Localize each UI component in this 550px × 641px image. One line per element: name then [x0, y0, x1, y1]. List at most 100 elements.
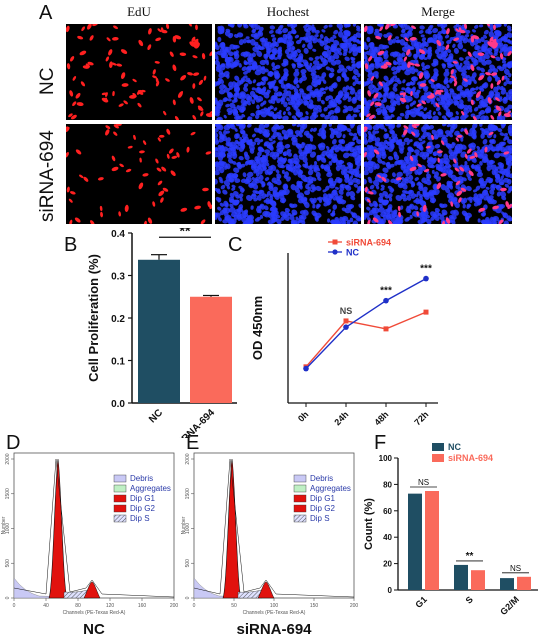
x-tick-label: 72h: [412, 409, 430, 427]
legend-label: NC: [346, 248, 359, 258]
data-point: [343, 318, 349, 324]
legend-label: Dip S: [310, 514, 330, 523]
micrograph-nc-hoechst: [215, 24, 361, 120]
y-tick-label: 1000: [5, 523, 11, 534]
x-axis-label: Channels (PE-Texas Red-A): [243, 610, 306, 616]
micrograph-nc-edu: [66, 24, 212, 120]
panel-a-letter: A: [39, 2, 53, 24]
panel-caption: NC: [83, 621, 105, 638]
data-point: [303, 365, 309, 372]
significance-label: NS: [418, 478, 429, 487]
g2-peak: [83, 581, 101, 599]
legend-swatch: [293, 484, 307, 493]
nuclei-group: [66, 24, 212, 120]
panel-f-letter: F: [374, 432, 387, 454]
histogram-trace: [193, 458, 355, 598]
y-tick-label: 1000: [185, 523, 191, 534]
bar-s-nc: [454, 564, 468, 590]
bar-g2m-sirna: [517, 576, 531, 590]
y-tick-label: 0.0: [111, 399, 125, 410]
x-tick-label: 100: [270, 603, 279, 609]
y-tick-label: 2000: [5, 453, 11, 464]
x-tick-label: 0: [13, 603, 16, 609]
x-tick-label: NC: [147, 407, 165, 425]
bar-g1-nc: [408, 493, 422, 590]
col-title-hoechst: Hochest: [266, 4, 310, 19]
legend-swatch: [113, 474, 127, 483]
legend-label: Debris: [130, 474, 153, 483]
legend-swatch: [293, 504, 307, 513]
y-tick-label: 0: [5, 596, 11, 599]
y-tick-label: 0.3: [111, 272, 125, 283]
series-line-nc: [305, 277, 427, 370]
y-axis-label: Number: [181, 516, 187, 534]
legend-label: Debris: [310, 474, 333, 483]
x-tick-label: 200: [350, 603, 359, 609]
col-title-edu: EdU: [127, 4, 151, 19]
row-label-nc: NC: [37, 67, 58, 95]
nuclei-group: [215, 124, 361, 224]
x-tick-label: 40: [43, 603, 49, 609]
legend-swatch: [432, 443, 444, 451]
panel-b-letter: B: [64, 234, 78, 256]
nuclei-group: [215, 24, 361, 120]
data-point: [343, 324, 349, 330]
y-tick-label: 60: [383, 507, 392, 516]
bar-g2m-nc: [500, 578, 514, 590]
y-tick-label: 1500: [5, 488, 11, 499]
y-tick-label: 40: [383, 533, 392, 542]
micrograph-sirna-merge: [364, 124, 512, 224]
y-tick-label: 0.1: [111, 357, 125, 368]
y-tick-label: 500: [185, 559, 191, 568]
x-tick-label: S: [464, 594, 475, 605]
legend-label: NC: [448, 442, 461, 452]
y-tick-label: 100: [379, 454, 393, 463]
significance-label: NS: [510, 564, 521, 573]
y-tick-label: 0: [388, 586, 393, 595]
data-point: [383, 297, 389, 304]
legend-label: Dip G2: [130, 504, 155, 513]
legend-swatch: [293, 514, 307, 523]
legend-label: siRNA-694: [448, 453, 493, 463]
y-tick-label: 20: [383, 560, 392, 569]
x-tick-label: G2/M: [498, 594, 521, 617]
data-point: [423, 275, 429, 282]
y-tick-label: 0: [185, 596, 191, 599]
x-tick-label: 80: [75, 603, 81, 609]
legend-label: Dip G1: [130, 494, 155, 503]
micrograph-nc-merge: [364, 24, 512, 120]
x-axis-label: Channels (PE-Texas Red-A): [63, 610, 126, 616]
x-tick-label: 50: [231, 603, 237, 609]
significance-label: NS: [340, 306, 353, 316]
chart-b: 0.00.10.20.30.4NC siRNA-694**Cell Prolife…: [86, 228, 237, 438]
significance-label: **: [466, 551, 474, 562]
legend-label: Dip S: [130, 514, 150, 523]
micrograph-sirna-edu: [66, 124, 212, 224]
x-tick-label: 200: [170, 603, 179, 609]
y-tick-label: 0.2: [111, 314, 125, 325]
legend-label: siRNA-694: [346, 238, 391, 248]
nuclei-group: [364, 24, 512, 120]
x-tick-label: 120: [106, 603, 115, 609]
y-axis-label: OD 450nm: [250, 296, 265, 360]
significance-label: **: [180, 228, 191, 238]
legend-swatch: [113, 504, 127, 513]
legend-swatch: [293, 474, 307, 483]
x-tick-label: 24h: [332, 409, 350, 427]
g1-peak: [222, 458, 242, 599]
bar-g1-sirna: [425, 491, 439, 590]
x-tick-label: G1: [413, 594, 429, 610]
legend-label: Aggregates: [310, 484, 351, 493]
nuclei-group: [66, 124, 212, 224]
y-tick-label: 1500: [185, 488, 191, 499]
col-title-merge: Merge: [421, 4, 455, 19]
legend-swatch: [293, 494, 307, 503]
micrograph-sirna-hoechst: [215, 124, 361, 224]
g1-peak: [48, 458, 68, 599]
panel-caption: siRNA-694: [236, 621, 312, 638]
legend-marker: [332, 249, 338, 255]
